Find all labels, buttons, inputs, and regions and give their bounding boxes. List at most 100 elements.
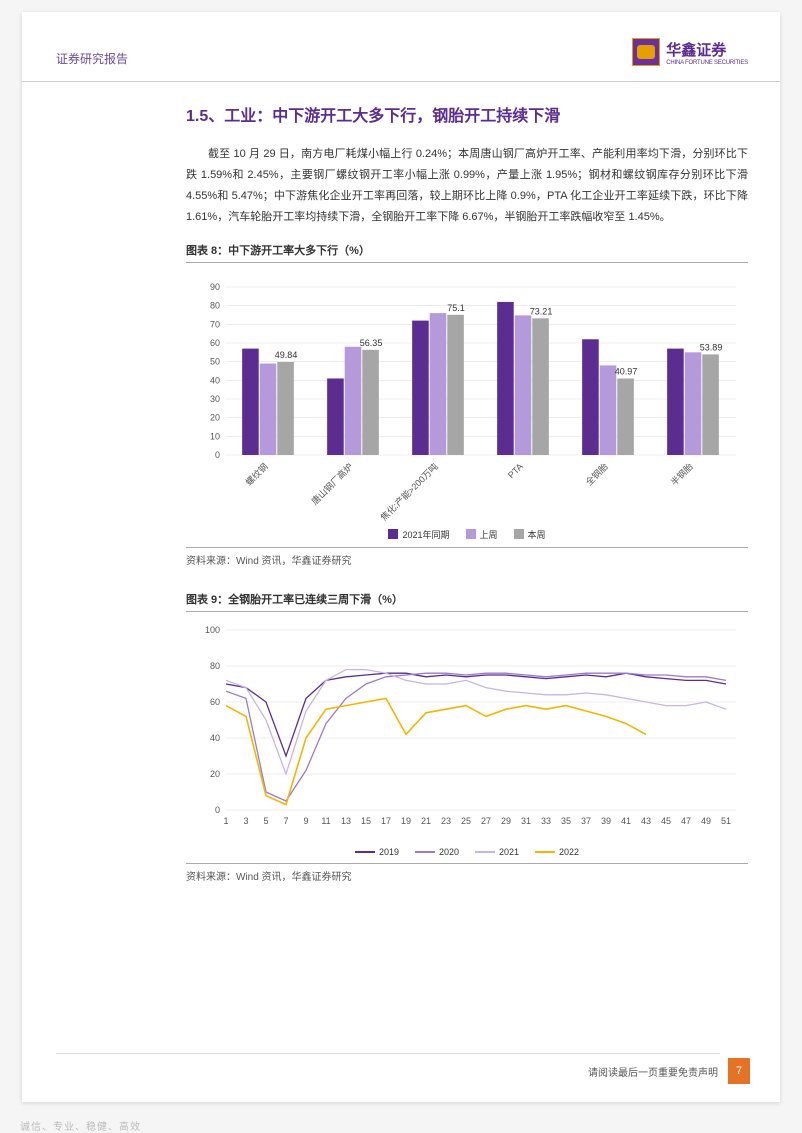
svg-text:45: 45 bbox=[661, 816, 671, 826]
svg-text:31: 31 bbox=[521, 816, 531, 826]
content-area: 1.5、工业：中下游开工大多下行，钢胎开工持续下滑 截至 10 月 29 日，南… bbox=[186, 102, 748, 907]
svg-text:3: 3 bbox=[243, 816, 248, 826]
svg-text:13: 13 bbox=[341, 816, 351, 826]
legend-item: 上周 bbox=[466, 528, 498, 541]
legend-item: 2022 bbox=[535, 847, 579, 857]
svg-text:30: 30 bbox=[210, 394, 220, 404]
chart9-legend: 2019 2020 2021 2022 bbox=[186, 847, 748, 857]
page-number: 7 bbox=[728, 1058, 750, 1084]
svg-text:焦化:产能>200万吨: 焦化:产能>200万吨 bbox=[378, 460, 440, 520]
legend-item: 2020 bbox=[415, 847, 459, 857]
svg-text:27: 27 bbox=[481, 816, 491, 826]
legend-item: 本周 bbox=[514, 528, 546, 541]
svg-text:53.89: 53.89 bbox=[700, 342, 723, 352]
svg-text:19: 19 bbox=[401, 816, 411, 826]
svg-text:23: 23 bbox=[441, 816, 451, 826]
chart9-box: 0204060801001357911131517192123252729313… bbox=[186, 620, 748, 857]
legend-label: 2021 bbox=[499, 847, 519, 857]
header: 证券研究报告 华鑫证券 CHINA FORTUNE SECURITIES bbox=[22, 12, 780, 82]
svg-text:15: 15 bbox=[361, 816, 371, 826]
legend-label: 2019 bbox=[379, 847, 399, 857]
brand-logo-icon bbox=[632, 38, 660, 66]
svg-text:51: 51 bbox=[721, 816, 731, 826]
chart8-title: 图表 8：中下游开工率大多下行（%） bbox=[186, 242, 748, 263]
footer-disclaimer: 请阅读最后一页重要免责声明 bbox=[588, 1064, 718, 1079]
svg-text:20: 20 bbox=[210, 412, 220, 422]
svg-text:80: 80 bbox=[210, 661, 220, 671]
brand: 华鑫证券 CHINA FORTUNE SECURITIES bbox=[632, 38, 748, 66]
legend-line-swatch bbox=[355, 851, 375, 853]
svg-text:40.97: 40.97 bbox=[615, 366, 638, 376]
svg-text:PTA: PTA bbox=[506, 461, 525, 480]
legend-item: 2021年同期 bbox=[388, 528, 449, 541]
legend-item: 2021 bbox=[475, 847, 519, 857]
chart8-svg: 0 10 20 30 40 50 60 70 80 90 螺纹钢 唐山钢厂高炉焦化:产能>200万吨 P… bbox=[186, 271, 746, 521]
svg-text:10: 10 bbox=[210, 431, 220, 441]
legend-swatch bbox=[466, 529, 476, 539]
svg-text:37: 37 bbox=[581, 816, 591, 826]
svg-text:半钢胎: 半钢胎 bbox=[668, 460, 695, 487]
svg-text:7: 7 bbox=[283, 816, 288, 826]
brand-en: CHINA FORTUNE SECURITIES bbox=[666, 60, 748, 66]
legend-line-swatch bbox=[535, 851, 555, 853]
svg-text:17: 17 bbox=[381, 816, 391, 826]
svg-text:60: 60 bbox=[210, 697, 220, 707]
svg-text:80: 80 bbox=[210, 300, 220, 310]
svg-text:40: 40 bbox=[210, 733, 220, 743]
svg-text:49: 49 bbox=[701, 816, 711, 826]
svg-text:5: 5 bbox=[263, 816, 268, 826]
legend-line-swatch bbox=[475, 851, 495, 853]
body-paragraph: 截至 10 月 29 日，南方电厂耗煤小幅上行 0.24%；本周唐山钢厂高炉开工… bbox=[186, 144, 748, 228]
svg-text:35: 35 bbox=[561, 816, 571, 826]
legend-line-swatch bbox=[415, 851, 435, 853]
svg-text:螺纹钢: 螺纹钢 bbox=[243, 460, 270, 487]
chart8-box: 0 10 20 30 40 50 60 70 80 90 螺纹钢 唐山钢厂高炉焦化:产能>200万吨 P… bbox=[186, 271, 748, 541]
svg-text:50: 50 bbox=[210, 356, 220, 366]
brand-cn: 华鑫证券 bbox=[666, 39, 748, 60]
footer-tagline: 诚信、专业、稳健、高效 bbox=[20, 1118, 141, 1133]
svg-text:75.1: 75.1 bbox=[447, 302, 465, 312]
brand-text: 华鑫证券 CHINA FORTUNE SECURITIES bbox=[666, 39, 748, 66]
doc-type-label: 证券研究报告 bbox=[56, 50, 128, 67]
svg-text:40: 40 bbox=[210, 375, 220, 385]
legend-label: 2020 bbox=[439, 847, 459, 857]
svg-text:70: 70 bbox=[210, 319, 220, 329]
footer-rule bbox=[56, 1053, 720, 1054]
legend-swatch bbox=[388, 529, 398, 539]
svg-text:1: 1 bbox=[223, 816, 228, 826]
svg-text:41: 41 bbox=[621, 816, 631, 826]
svg-text:39: 39 bbox=[601, 816, 611, 826]
svg-text:20: 20 bbox=[210, 769, 220, 779]
svg-text:56.35: 56.35 bbox=[360, 337, 383, 347]
legend-label: 2022 bbox=[559, 847, 579, 857]
svg-text:0: 0 bbox=[215, 450, 220, 460]
legend-label: 2021年同期 bbox=[402, 528, 449, 541]
legend-label: 本周 bbox=[528, 528, 546, 541]
svg-text:33: 33 bbox=[541, 816, 551, 826]
svg-text:73.21: 73.21 bbox=[530, 306, 553, 316]
legend-swatch bbox=[514, 529, 524, 539]
svg-text:90: 90 bbox=[210, 282, 220, 292]
chart8-legend: 2021年同期 上周 本周 bbox=[186, 528, 748, 541]
svg-text:43: 43 bbox=[641, 816, 651, 826]
chart9-title: 图表 9：全钢胎开工率已连续三周下滑（%） bbox=[186, 591, 748, 612]
legend-item: 2019 bbox=[355, 847, 399, 857]
svg-text:0: 0 bbox=[215, 805, 220, 815]
chart9-svg: 0204060801001357911131517192123252729313… bbox=[186, 620, 746, 840]
page: 证券研究报告 华鑫证券 CHINA FORTUNE SECURITIES 1.5… bbox=[22, 12, 780, 1102]
svg-text:49.84: 49.84 bbox=[275, 350, 298, 360]
svg-text:唐山钢厂高炉: 唐山钢厂高炉 bbox=[309, 460, 355, 506]
footer: 请阅读最后一页重要免责声明 7 bbox=[588, 1058, 750, 1084]
svg-text:11: 11 bbox=[321, 816, 330, 826]
svg-text:29: 29 bbox=[501, 816, 511, 826]
svg-text:47: 47 bbox=[681, 816, 691, 826]
svg-text:100: 100 bbox=[205, 625, 220, 635]
svg-text:21: 21 bbox=[421, 816, 431, 826]
svg-text:60: 60 bbox=[210, 338, 220, 348]
svg-text:9: 9 bbox=[303, 816, 308, 826]
legend-label: 上周 bbox=[480, 528, 498, 541]
svg-text:25: 25 bbox=[461, 816, 471, 826]
svg-text:全钢胎: 全钢胎 bbox=[583, 460, 610, 487]
section-title: 1.5、工业：中下游开工大多下行，钢胎开工持续下滑 bbox=[186, 102, 748, 126]
chart9-source: 资料来源：Wind 资讯，华鑫证券研究 bbox=[186, 863, 748, 883]
